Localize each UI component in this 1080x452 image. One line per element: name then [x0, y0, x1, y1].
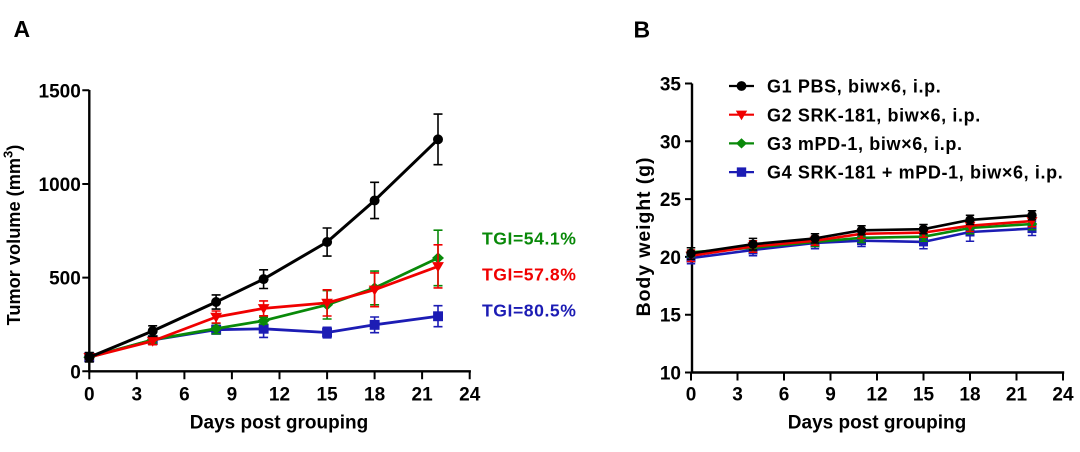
svg-text:24: 24 — [459, 385, 481, 406]
svg-text:21: 21 — [1006, 385, 1028, 406]
svg-text:0: 0 — [686, 385, 697, 406]
svg-text:A: A — [14, 16, 31, 42]
svg-text:18: 18 — [959, 385, 980, 406]
svg-text:1000: 1000 — [39, 175, 81, 196]
svg-text:12: 12 — [866, 385, 887, 406]
svg-text:B: B — [634, 16, 651, 42]
svg-text:TGI=57.8%: TGI=57.8% — [482, 264, 576, 284]
svg-text:0: 0 — [84, 385, 95, 406]
svg-text:9: 9 — [227, 385, 238, 406]
svg-text:20: 20 — [660, 248, 681, 269]
svg-text:6: 6 — [179, 385, 190, 406]
svg-text:Days post grouping: Days post grouping — [788, 413, 966, 434]
svg-text:TGI=80.5%: TGI=80.5% — [482, 300, 576, 320]
svg-text:25: 25 — [660, 190, 682, 211]
svg-text:15: 15 — [660, 306, 682, 327]
svg-text:15: 15 — [913, 385, 935, 406]
svg-text:500: 500 — [49, 269, 81, 290]
svg-text:G1 PBS, biw×6, i.p.: G1 PBS, biw×6, i.p. — [767, 77, 941, 97]
svg-text:G3 mPD-1, biw×6, i.p.: G3 mPD-1, biw×6, i.p. — [767, 134, 963, 154]
svg-text:30: 30 — [660, 132, 681, 153]
svg-text:G2 SRK-181, biw×6, i.p.: G2 SRK-181, biw×6, i.p. — [767, 105, 981, 125]
svg-text:Tumor volume (mm3): Tumor volume (mm3) — [1, 145, 25, 326]
svg-text:24: 24 — [1052, 385, 1074, 406]
svg-text:18: 18 — [364, 385, 385, 406]
svg-text:Body weight (g): Body weight (g) — [633, 157, 655, 317]
svg-text:15: 15 — [317, 385, 339, 406]
svg-text:1500: 1500 — [39, 81, 81, 102]
svg-text:0: 0 — [70, 362, 81, 383]
svg-text:9: 9 — [825, 385, 836, 406]
svg-text:12: 12 — [269, 385, 290, 406]
svg-text:G4 SRK-181 + mPD-1, biw×6, i.p: G4 SRK-181 + mPD-1, biw×6, i.p. — [767, 163, 1063, 183]
svg-text:21: 21 — [412, 385, 434, 406]
svg-text:3: 3 — [132, 385, 143, 406]
svg-text:6: 6 — [779, 385, 790, 406]
svg-text:35: 35 — [660, 75, 682, 96]
svg-text:Days post grouping: Days post grouping — [190, 413, 368, 434]
svg-text:3: 3 — [732, 385, 743, 406]
svg-text:TGI=54.1%: TGI=54.1% — [482, 228, 576, 248]
svg-text:10: 10 — [660, 364, 681, 385]
